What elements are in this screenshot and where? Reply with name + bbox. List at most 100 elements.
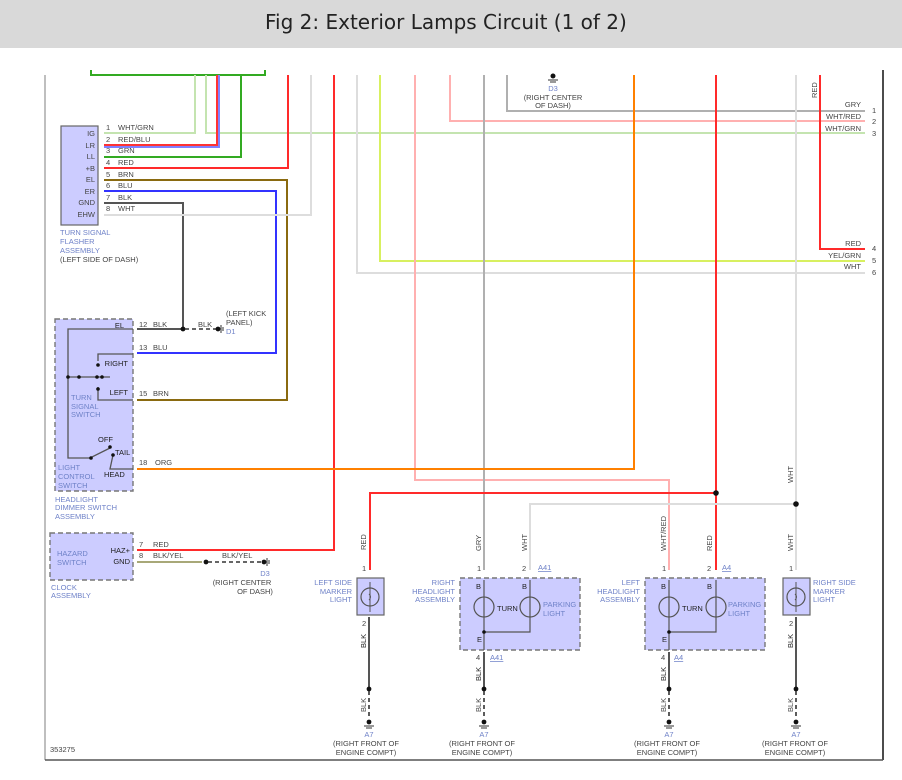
- svg-text:RIGHT: RIGHT: [432, 578, 456, 587]
- svg-text:A4: A4: [674, 653, 683, 662]
- svg-text:WHT: WHT: [786, 534, 795, 551]
- svg-text:B: B: [707, 582, 712, 591]
- svg-text:ASSEMBLY: ASSEMBLY: [600, 595, 640, 604]
- wire-red-b: [104, 75, 289, 169]
- svg-text:WHT/GRN: WHT/GRN: [825, 124, 861, 133]
- svg-text:GRN: GRN: [118, 146, 135, 155]
- svg-text:HEADLIGHT: HEADLIGHT: [55, 495, 98, 504]
- wire-wht-parking: [529, 503, 796, 570]
- wire-wht-grn-3: [205, 75, 865, 134]
- svg-text:B: B: [476, 582, 481, 591]
- svg-text:RED: RED: [153, 540, 169, 549]
- svg-text:1: 1: [362, 564, 366, 573]
- svg-text:SWITCH: SWITCH: [58, 481, 88, 490]
- svg-text:DIMMER SWITCH: DIMMER SWITCH: [55, 503, 117, 512]
- wire-brn: [104, 179, 288, 401]
- svg-text:+B: +B: [86, 164, 95, 173]
- svg-text:LIGHT: LIGHT: [58, 463, 81, 472]
- svg-text:FLASHER: FLASHER: [60, 237, 95, 246]
- svg-text:D3: D3: [260, 569, 270, 578]
- svg-text:B: B: [522, 582, 527, 591]
- right-side-marker-light: WHT WHT 1 RIGHT SIDE MARKER LIGHT 2 BLK …: [782, 466, 856, 718]
- svg-text:MARKER: MARKER: [320, 587, 353, 596]
- svg-text:13: 13: [139, 343, 147, 352]
- svg-text:YEL/GRN: YEL/GRN: [828, 251, 861, 260]
- wire-wht-grn-1: [104, 75, 196, 134]
- svg-text:ASSEMBLY: ASSEMBLY: [51, 591, 91, 600]
- ground-icon: [793, 719, 799, 725]
- ground-d1-icon: [215, 325, 224, 333]
- svg-text:D3: D3: [548, 84, 558, 93]
- svg-text:WHT: WHT: [786, 466, 795, 483]
- svg-text:GRY: GRY: [845, 100, 861, 109]
- svg-text:12: 12: [139, 320, 147, 329]
- flasher-pin-labels: IG LR LL +B EL ER GND EHW: [78, 129, 96, 219]
- svg-text:ASSEMBLY: ASSEMBLY: [55, 512, 95, 521]
- wire-top-green-bus: [90, 70, 266, 76]
- svg-text:(RIGHT FRONT OF: (RIGHT FRONT OF: [449, 739, 515, 748]
- figure-id: 353275: [50, 745, 75, 754]
- svg-text:A7: A7: [364, 730, 373, 739]
- svg-text:PARKING: PARKING: [543, 600, 576, 609]
- wire-org: [137, 75, 635, 470]
- svg-text:RIGHT: RIGHT: [105, 359, 129, 368]
- svg-text:BLK: BLK: [474, 698, 483, 712]
- right-connector: GRY 1 WHT/RED 2 WHT/GRN 3 RED 4 YEL/GRN 5 WHT…: [825, 100, 876, 277]
- svg-text:MARKER: MARKER: [813, 587, 846, 596]
- wire-wht-red: [414, 75, 670, 570]
- svg-text:1: 1: [106, 123, 110, 132]
- svg-text:8: 8: [106, 204, 110, 213]
- svg-text:SWITCH: SWITCH: [71, 410, 101, 419]
- svg-text:RED: RED: [705, 535, 714, 551]
- splice-dot: [180, 326, 186, 332]
- svg-text:TURN SIGNAL: TURN SIGNAL: [60, 228, 110, 237]
- wire-red-marker: [369, 492, 716, 570]
- splice-dot: [203, 559, 209, 565]
- svg-text:ORG: ORG: [155, 458, 172, 467]
- svg-text:BLK: BLK: [659, 698, 668, 712]
- svg-text:ENGINE COMPT): ENGINE COMPT): [336, 748, 397, 757]
- svg-text:BRN: BRN: [153, 389, 169, 398]
- svg-text:RED: RED: [845, 239, 861, 248]
- svg-text:BLK: BLK: [153, 320, 167, 329]
- svg-text:3: 3: [106, 146, 110, 155]
- svg-text:A7: A7: [791, 730, 800, 739]
- svg-text:WHT/RED: WHT/RED: [659, 515, 668, 551]
- ground-d3-icon: [261, 558, 270, 566]
- wire-wht-6: [356, 75, 865, 274]
- svg-text:15: 15: [139, 389, 147, 398]
- headlight-dimmer-switch-assembly: EL 12 BLK BLK (LEFT KICK PANEL) D1 13 BLU …: [54, 309, 266, 521]
- svg-text:LR: LR: [85, 141, 95, 150]
- svg-text:LEFT: LEFT: [622, 578, 641, 587]
- svg-text:8: 8: [139, 551, 143, 560]
- svg-text:WHT: WHT: [844, 262, 861, 271]
- svg-text:RED: RED: [118, 158, 134, 167]
- svg-text:1: 1: [477, 564, 481, 573]
- svg-text:CONTROL: CONTROL: [58, 472, 95, 481]
- svg-text:BLK: BLK: [359, 698, 368, 712]
- turn-signal-flasher-assembly: IG LR LL +B EL ER GND EHW 1 WHT/GRN 2 RED/…: [60, 123, 154, 264]
- svg-text:E: E: [477, 635, 482, 644]
- svg-text:CLOCK: CLOCK: [51, 583, 77, 592]
- svg-text:A7: A7: [479, 730, 488, 739]
- svg-text:6: 6: [106, 181, 110, 190]
- svg-text:HEADLIGHT: HEADLIGHT: [412, 587, 455, 596]
- svg-text:LEFT: LEFT: [110, 388, 129, 397]
- svg-text:BLK: BLK: [786, 634, 795, 648]
- svg-text:BLK: BLK: [659, 667, 668, 681]
- svg-text:(LEFT SIDE OF DASH): (LEFT SIDE OF DASH): [60, 255, 139, 264]
- svg-text:BLU: BLU: [118, 181, 133, 190]
- svg-text:(RIGHT FRONT OF: (RIGHT FRONT OF: [333, 739, 399, 748]
- svg-text:IG: IG: [87, 129, 95, 138]
- svg-text:4: 4: [872, 244, 876, 253]
- svg-text:2: 2: [106, 135, 110, 144]
- ground-a7-left-headlight: A7 (RIGHT FRONT OF ENGINE COMPT): [634, 719, 700, 757]
- svg-text:LIGHT: LIGHT: [330, 595, 353, 604]
- svg-text:TAIL: TAIL: [115, 448, 130, 457]
- svg-text:1: 1: [789, 564, 793, 573]
- svg-text:TURN: TURN: [71, 393, 92, 402]
- svg-text:LIGHT: LIGHT: [728, 609, 751, 618]
- wire-red-blu: [104, 75, 218, 146]
- page-title: Fig 2: Exterior Lamps Circuit (1 of 2): [265, 10, 627, 34]
